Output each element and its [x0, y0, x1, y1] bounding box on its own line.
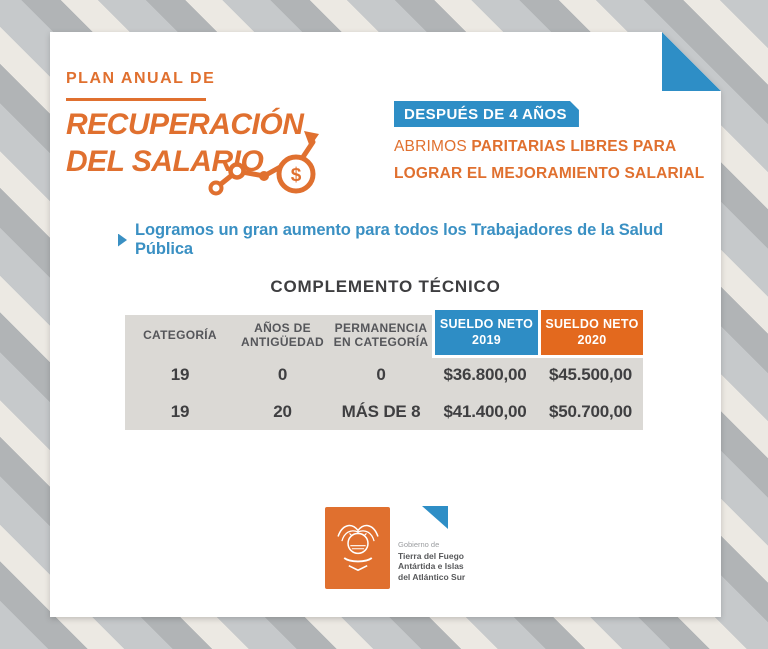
- col-header-label: 2020: [577, 332, 607, 347]
- subtitle-line-2: LOGRAR EL MEJORAMIENTO SALARIAL: [394, 165, 705, 182]
- plan-kicker: PLAN ANUAL DE: [66, 70, 216, 87]
- bullet-triangle-icon: [118, 234, 127, 247]
- years-badge: DESPUÉS DE 4 AÑOS: [394, 101, 579, 127]
- col-header-label: PERMANENCIA: [334, 320, 428, 335]
- logo-line-3: del Atlántico Sur: [398, 571, 466, 582]
- government-logo-text: Gobierno de Tierra del Fuego Antártida e…: [398, 540, 465, 582]
- col-header-label: SUELDO NETO: [439, 316, 534, 331]
- col-header-antiguedad: AÑOS DE ANTIGÜEDAD: [235, 315, 330, 355]
- subtitle-line-1: ABRIMOS PARITARIAS LIBRES PARA: [394, 138, 676, 156]
- poster-card: PLAN ANUAL DE RECUPERACIÓN DEL SALARIO $…: [50, 32, 721, 617]
- cell-categoria: 19: [170, 401, 190, 421]
- poster-card-wrapper: PLAN ANUAL DE RECUPERACIÓN DEL SALARIO $…: [50, 32, 721, 617]
- table-title: COMPLEMENTO TÉCNICO: [270, 277, 501, 296]
- cell-categoria: 19: [170, 364, 190, 384]
- kicker-underline: [66, 98, 206, 101]
- salary-growth-chart-icon: $: [208, 116, 320, 204]
- highlight-text: Logramos un gran aumento para todos los …: [135, 221, 664, 258]
- cell-antiguedad: 0: [277, 364, 288, 384]
- cell-permanencia: 0: [376, 364, 386, 384]
- col-header-label: ANTIGÜEDAD: [241, 335, 324, 349]
- table-row: 19 0 0 $36.800,00 $45.500,00: [125, 356, 643, 393]
- table-header-row: CATEGORÍA AÑOS DE ANTIGÜEDAD PERMANENCIA…: [125, 315, 643, 355]
- logo-line-1: Tierra del Fuego: [398, 550, 464, 561]
- col-header-label: 2019: [471, 332, 501, 347]
- col-header-permanencia: PERMANENCIA EN CATEGORÍA: [330, 315, 432, 355]
- title-line-1: RECUPERACIÓN: [66, 108, 304, 141]
- coat-of-arms-icon: [335, 518, 381, 578]
- col-header-label: AÑOS DE: [254, 320, 311, 335]
- col-header-sueldo-2019: SUELDO NETO 2019: [432, 310, 538, 358]
- logo-line-2: Antártida e Islas: [398, 561, 464, 571]
- subtitle-regular: ABRIMOS: [394, 138, 472, 155]
- highlight-row: Logramos un gran aumento para todos los …: [118, 221, 721, 259]
- col-header-categoria: CATEGORÍA: [125, 315, 235, 355]
- cell-permanencia: MÁS DE 8: [341, 401, 421, 421]
- salary-table: CATEGORÍA AÑOS DE ANTIGÜEDAD PERMANENCIA…: [125, 315, 643, 430]
- col-header-label: SUELDO NETO: [545, 316, 639, 331]
- table-row: 19 20 MÁS DE 8 $41.400,00 $50.700,00: [125, 393, 643, 430]
- cell-antiguedad: 20: [273, 401, 292, 421]
- col-header-label: CATEGORÍA: [143, 327, 217, 342]
- col-header-label: EN CATEGORÍA: [333, 335, 429, 349]
- logo-pre-text: Gobierno de: [398, 540, 440, 549]
- card-corner-triangle-icon: [662, 32, 721, 91]
- cell-sueldo-2019: $41.400,00: [443, 401, 527, 421]
- cell-sueldo-2020: $50.700,00: [548, 401, 633, 421]
- cell-sueldo-2020: $45.500,00: [548, 364, 633, 384]
- col-header-sueldo-2020: SUELDO NETO 2020: [538, 310, 643, 358]
- government-logo: [325, 507, 390, 589]
- subtitle-bold: PARITARIAS LIBRES PARA: [471, 138, 677, 155]
- svg-text:$: $: [291, 165, 302, 186]
- cell-sueldo-2019: $36.800,00: [443, 364, 527, 384]
- logo-corner-triangle-icon: [422, 506, 448, 529]
